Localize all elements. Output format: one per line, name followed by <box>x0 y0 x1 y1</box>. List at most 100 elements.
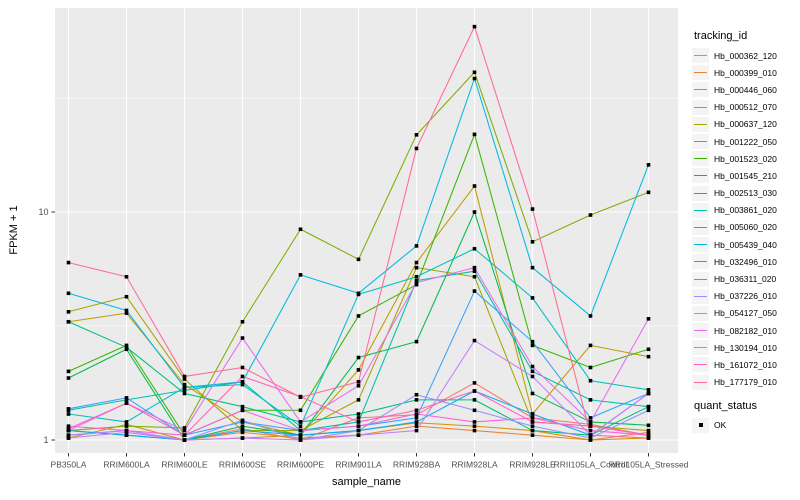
x-tick-label: RRIM928LE <box>509 460 556 470</box>
legend-item-ok: OK <box>692 417 798 434</box>
x-tick-label: RRIM901LA <box>335 460 382 470</box>
data-point <box>414 428 419 433</box>
legend-item-label: Hb_001545_210 <box>714 170 777 181</box>
black-square-point-icon <box>698 423 703 428</box>
legend-key <box>692 288 709 304</box>
x-tick-label: RRIM600LA <box>103 460 150 470</box>
data-point <box>646 391 651 396</box>
data-point <box>182 433 187 437</box>
legend-color-line-icon <box>694 141 707 143</box>
data-point <box>530 343 535 348</box>
legend-key <box>692 151 709 167</box>
legend-item-Hb_002513_030: Hb_002513_030 <box>692 185 798 202</box>
legend-item-label: Hb_082182_010 <box>714 325 777 336</box>
data-point <box>124 433 129 437</box>
data-point <box>414 416 419 420</box>
legend-color-line-icon <box>694 347 707 349</box>
data-point <box>66 436 71 440</box>
legend-color-line-icon <box>694 278 707 280</box>
data-point <box>182 377 187 381</box>
legend-key <box>692 185 709 201</box>
legend-item-Hb_161072_010: Hb_161072_010 <box>692 356 798 373</box>
legend-key <box>692 357 709 373</box>
legend-key <box>692 134 709 150</box>
data-point <box>588 343 593 348</box>
data-point <box>414 408 419 413</box>
data-point <box>530 412 535 416</box>
data-point <box>472 420 477 424</box>
data-point <box>414 265 419 270</box>
data-point <box>588 378 593 383</box>
data-point <box>588 433 593 437</box>
data-point <box>414 280 419 285</box>
data-point <box>356 398 361 402</box>
data-point <box>240 430 245 435</box>
legend-color-line-icon <box>694 89 707 91</box>
legend-key <box>692 271 709 287</box>
data-point <box>182 428 187 433</box>
legend-item-label: Hb_000446_060 <box>714 84 777 95</box>
legend-item-Hb_082182_010: Hb_082182_010 <box>692 322 798 339</box>
legend-item-Hb_003861_020: Hb_003861_020 <box>692 202 798 219</box>
legend-item-label: Hb_037226_010 <box>714 291 777 302</box>
legend-color-line-icon <box>694 364 707 366</box>
data-point <box>472 398 477 402</box>
data-point <box>356 412 361 416</box>
legend-color-line-icon <box>694 55 707 57</box>
data-point <box>472 408 477 413</box>
data-point <box>182 426 187 430</box>
legend-item-Hb_001222_050: Hb_001222_050 <box>692 133 798 150</box>
legend-key <box>692 168 709 184</box>
data-points <box>66 24 651 442</box>
data-point <box>298 436 303 440</box>
data-point <box>588 424 593 428</box>
data-point <box>646 354 651 359</box>
data-point <box>124 401 129 406</box>
data-point <box>124 424 129 428</box>
data-point <box>356 420 361 424</box>
data-point <box>298 273 303 277</box>
data-point <box>530 207 535 211</box>
data-point <box>414 420 419 424</box>
data-point <box>124 311 129 315</box>
data-point <box>240 424 245 428</box>
legend-item-Hb_054127_050: Hb_054127_050 <box>692 305 798 322</box>
data-point <box>356 291 361 296</box>
x-tick-label: RRIM600LE <box>161 460 208 470</box>
legend-key <box>692 254 709 270</box>
data-point <box>66 291 71 296</box>
legend-item-Hb_005060_020: Hb_005060_020 <box>692 219 798 236</box>
data-point <box>124 343 129 348</box>
data-point <box>240 336 245 340</box>
data-point <box>298 438 303 442</box>
legend-item-Hb_036311_020: Hb_036311_020 <box>692 270 798 287</box>
data-point <box>646 404 651 409</box>
data-point <box>356 433 361 437</box>
data-point <box>240 319 245 324</box>
data-point <box>182 388 187 393</box>
legend-key <box>692 48 709 64</box>
data-point <box>530 416 535 420</box>
data-point <box>588 420 593 424</box>
data-point <box>182 374 187 379</box>
data-point <box>472 76 477 81</box>
data-point <box>124 294 129 299</box>
data-point <box>414 398 419 402</box>
data-point <box>182 438 187 442</box>
data-point <box>646 430 651 435</box>
legend-item-Hb_177179_010: Hb_177179_010 <box>692 374 798 391</box>
legend-key <box>692 116 709 132</box>
data-point <box>124 428 129 433</box>
data-point <box>298 395 303 400</box>
data-point <box>588 438 593 442</box>
legend-item-label: Hb_001523_020 <box>714 153 777 164</box>
data-point <box>66 426 71 431</box>
data-point <box>472 70 477 75</box>
data-point <box>124 420 129 424</box>
data-point <box>414 244 419 248</box>
data-point <box>298 433 303 437</box>
data-point <box>530 391 535 396</box>
data-point <box>646 190 651 195</box>
data-point <box>646 408 651 413</box>
